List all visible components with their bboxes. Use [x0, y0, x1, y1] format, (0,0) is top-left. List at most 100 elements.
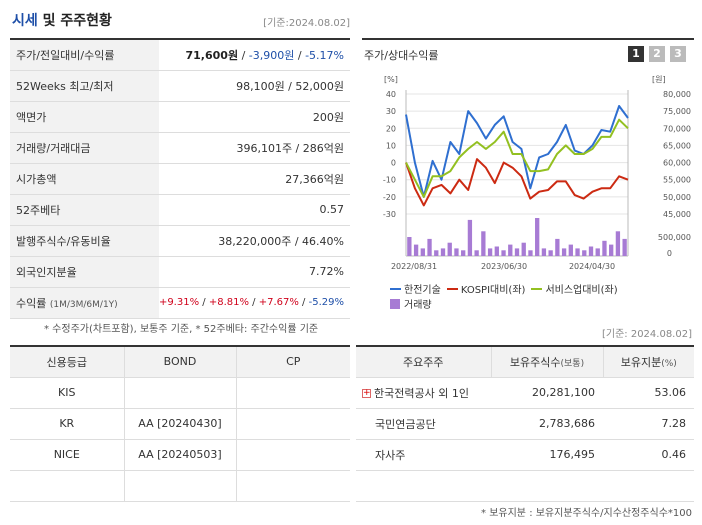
right-tick-label: 80,000 [663, 90, 691, 99]
chart-button-3[interactable]: 3 [670, 46, 686, 62]
volume-bar [440, 248, 446, 256]
legend-item-service[interactable]: 서비스업대비(좌) [531, 281, 618, 296]
holder-shares: 2,783,686 [491, 408, 603, 440]
quote-label: 발행주식수/유동비율 [10, 225, 159, 257]
x-tick-label: 2024/04/30 [569, 262, 615, 271]
chart-title: 주가/상대수익률 [364, 49, 439, 62]
volume-bar [588, 246, 594, 256]
price-chart: [%] [원] 40 80,000 30 75,000 20 70,000 10 65,000 0 6… [383, 75, 691, 271]
table-row: NICE AA [20240503] [10, 439, 350, 471]
right-tick-label: 50,000 [663, 193, 691, 202]
legend-swatch [531, 287, 543, 290]
x-tick-label: 2023/06/30 [481, 262, 527, 271]
credit-agency: NICE [10, 439, 124, 471]
quote-label: 외국인지분율 [10, 256, 159, 288]
return-1y: -5.29% [308, 297, 344, 308]
table-row: 자사주 176,495 0.46 [356, 439, 694, 471]
left-tick-label: 30 [386, 107, 396, 116]
right-axis-unit: [원] [652, 75, 666, 84]
volume-tick-label: 0 [667, 249, 672, 258]
quote-label-period: (1M/3M/6M/1Y) [49, 299, 118, 310]
reference-date: [기준:2024.08.02] [263, 18, 350, 29]
chart-legend: 한전기술 KOSPI대비(좌) 서비스업대비(좌) 거래량 [390, 281, 690, 312]
holder-shares: 20,281,100 [491, 377, 603, 409]
quote-label: 수익률 (1M/3M/6M/1Y) [10, 287, 159, 319]
series-line-2 [405, 158, 629, 207]
volume-bar [487, 248, 493, 256]
left-tick-label: 0 [391, 159, 396, 168]
credit-bond: AA [20240503] [123, 439, 236, 471]
holders-header-ratio: 보유지분(%) [602, 346, 694, 378]
holders-header-shares: 보유주식수(보통) [490, 346, 603, 378]
quote-footnote: * 수정주가(차트포함), 보통주 기준, * 52주베타: 주간수익률 기준 [44, 324, 319, 335]
expand-icon[interactable]: + [362, 388, 371, 398]
volume-bar [427, 238, 432, 256]
volume-bar [561, 248, 567, 256]
volume-bar [609, 244, 614, 256]
volume-bar [521, 242, 526, 256]
quote-value: 0.57 [158, 194, 350, 226]
credit-bond [123, 377, 236, 409]
holder-name: 자사주 [356, 439, 491, 471]
credit-header: CP [235, 346, 350, 378]
price-change: -3,900원 [248, 48, 295, 62]
volume-bar [494, 246, 499, 256]
table-row: KIS [10, 377, 350, 409]
volume-bar [548, 250, 553, 256]
quote-row-volume: 거래량/거래대금 396,101주 / 286억원 [10, 132, 350, 164]
volume-bar [508, 244, 513, 256]
volume-bar [595, 248, 600, 256]
volume-bar [541, 248, 547, 256]
volume-bar [602, 240, 607, 256]
volume-bar [622, 238, 627, 256]
legend-item-stock[interactable]: 한전기술 [390, 281, 441, 296]
chart-button-1[interactable]: 1 [628, 46, 644, 62]
credit-cp [235, 439, 350, 471]
volume-bar [582, 250, 587, 256]
quote-value: 98,100원 / 52,000원 [158, 70, 350, 102]
table-row: KR AA [20240430] [10, 408, 350, 440]
legend-item-kospi[interactable]: KOSPI대비(좌) [446, 281, 525, 296]
return-3m: +8.81% [208, 297, 249, 308]
volume-bar [447, 242, 452, 256]
right-tick-label: 55,000 [663, 176, 691, 185]
volume-tick-label: 500,000 [658, 233, 691, 242]
shareholders-table: 주요주주 보유주식수(보통) 보유지분(%) + 한국전력공사 외 1인 20,2… [356, 345, 694, 502]
left-tick-label: -10 [383, 176, 396, 185]
quote-label: 52Weeks 최고/최저 [10, 70, 159, 102]
reference-date-2: [기준: 2024.08.02] [601, 329, 692, 340]
holders-footnote: * 보유지분 : 보유지분주식수/지수산정주식수*100 [481, 508, 692, 519]
volume-bar [568, 244, 573, 256]
holders-header-row: 주요주주 보유주식수(보통) 보유지분(%) [356, 346, 694, 378]
return-1m: +9.31% [158, 297, 200, 308]
quote-value: 7.72% [158, 256, 350, 288]
quote-row-par-value: 액면가 200원 [10, 101, 350, 133]
right-tick-label: 45,000 [663, 210, 691, 219]
volume-bar [481, 231, 486, 256]
left-tick-label: 10 [386, 141, 396, 150]
quote-value: 27,366억원 [158, 163, 350, 195]
quote-row-beta: 52주베타 0.57 [10, 194, 350, 226]
quote-value-price: 71,600원 / -3,900원 / -5.17% [158, 39, 350, 71]
credit-bond: AA [20240430] [123, 408, 236, 440]
quote-label: 주가/전일대비/수익률 [10, 39, 159, 71]
volume-bar [467, 219, 473, 256]
right-tick-label: 65,000 [663, 141, 691, 150]
quote-table: 주가/전일대비/수익률 71,600원 / -3,900원 / -5.17% 5… [10, 38, 350, 319]
legend-item-volume[interactable]: 거래량 [390, 296, 432, 311]
volume-bar [420, 248, 425, 256]
quote-label: 액면가 [10, 101, 159, 133]
volume-bar [514, 248, 520, 256]
left-tick-label: -20 [383, 193, 396, 202]
section-title: 시세 및 주주현황 [12, 13, 112, 29]
left-tick-label: 40 [386, 90, 396, 99]
credit-rating-table: 신용등급 BOND CP KIS KR AA [20240430] NICE A… [10, 345, 350, 502]
series-line-1 [405, 105, 629, 198]
chart-button-2[interactable]: 2 [649, 46, 665, 62]
volume-bar [454, 248, 459, 256]
credit-header: BOND [123, 346, 236, 378]
left-tick-label: -30 [383, 210, 396, 219]
right-tick-label: 60,000 [663, 159, 691, 168]
series-line-3 [405, 118, 629, 198]
credit-cp [235, 408, 350, 440]
